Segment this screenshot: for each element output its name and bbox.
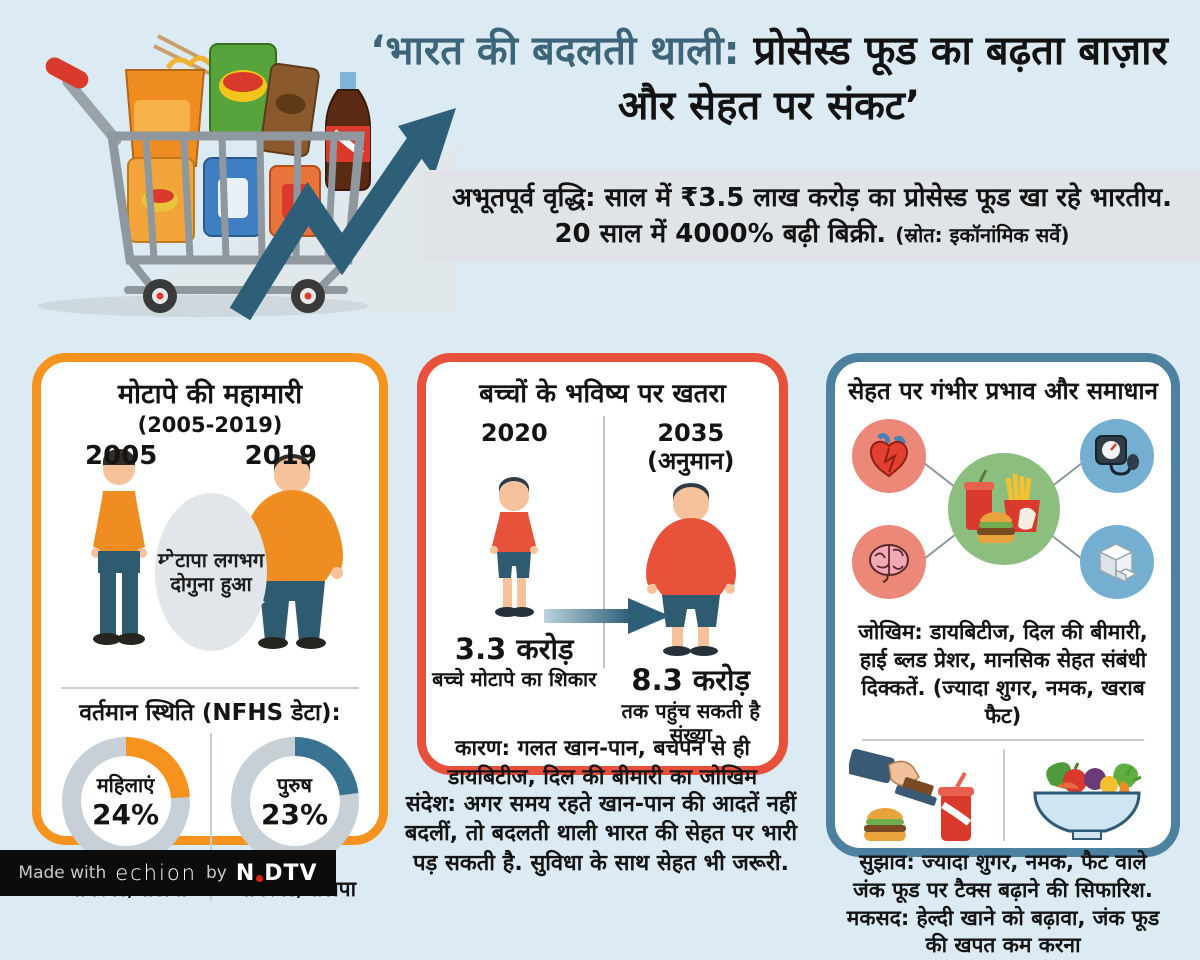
cause-bold: कारण:	[455, 736, 511, 761]
obesity-figures: मोटापा लगभग दोगुना हुआ 2005 2019	[41, 441, 379, 679]
thin-man-figure	[91, 449, 147, 645]
cart-handle	[62, 76, 122, 146]
panel-health-effects: सेहत पर गंभीर प्रभाव और समाधान	[826, 353, 1180, 957]
risk-note: (ज्यादा शुगर, नमक, खराब फैट)	[925, 675, 1145, 728]
infographic-page: { "colors": { "background": "#dcebf3", "…	[0, 24, 1200, 958]
children-panel-title: बच्चों के भविष्य पर खतरा	[479, 379, 726, 409]
page-title: ‘भारत की बदलती थाली: प्रोसेस्ड फूड का बढ…	[345, 24, 1193, 134]
stat-2035: 8.3 करोड़ तक पहुंच सकती है संख्या	[603, 663, 780, 748]
heart-icon	[852, 419, 926, 493]
stat-2020-value: 3.3 करोड़	[454, 631, 574, 666]
obesity-divider	[61, 687, 359, 689]
footer-credit-bar: Made with echion by N DTV	[0, 850, 336, 896]
nfhs-status-rest: (NFHS डेटा):	[193, 700, 341, 726]
risk-rest: डायबिटीज, दिल की बीमारी, हाई ब्लड प्रेशर…	[859, 620, 1148, 700]
donut-divider	[210, 733, 212, 901]
obese-boy-figure	[645, 483, 736, 657]
suggestion-text: सुझाव: ज्यादा शुगर, नमक, फैट वाले जंक फू…	[835, 849, 1171, 960]
page-title-highlight: ‘भारत की बदलती थाली:	[370, 28, 754, 74]
year-2035-value: 2035	[657, 419, 725, 447]
remedy-divider	[1003, 748, 1005, 841]
cause-rest: गलत खान-पान, बचपन से ही डायबिटीज, दिल की…	[447, 736, 758, 791]
obesity-panel-title: मोटापे की महामारी	[117, 379, 303, 410]
children-2020-column: 2020 3.3 करोड़ बच्चे मोटापे का शिकार	[426, 410, 603, 691]
ndtv-logo: N DTV	[235, 860, 318, 886]
women-percentage: 24%	[91, 798, 160, 831]
message-bold: संदेश:	[405, 792, 457, 817]
page-title-rest: प्रोसेस्ड फूड का बढ़ता बाज़ार और सेहत पर…	[617, 28, 1168, 130]
men-donut-center: पुरुष 23%	[249, 756, 340, 846]
ndtv-red-dot	[256, 874, 264, 882]
obesity-panel-years: (2005-2019)	[137, 413, 283, 437]
goal-rest: हेल्दी खाने को बढ़ावा, जंक फूड की खपत कम…	[909, 905, 1160, 958]
nfhs-status-title: वर्तमान स्थिति (NFHS डेटा):	[41, 695, 379, 727]
year-2005-label: 2005	[85, 441, 158, 471]
junk-food-tax-stamp-icon	[849, 748, 974, 841]
by-text: by	[206, 863, 227, 883]
children-comparison: 2020 3.3 करोड़ बच्चे मोटापे का शिकार	[426, 410, 779, 747]
health-risk-diagram	[838, 413, 1168, 609]
stat-2020: 3.3 करोड़ बच्चे मोटापे का शिकार	[426, 631, 603, 692]
risk-bold: जोखिम:	[858, 620, 923, 644]
stat-2035-value: 8.3 करोड़	[631, 663, 751, 698]
brain-icon	[852, 525, 926, 599]
suggest-bold: सुझाव:	[859, 849, 915, 874]
women-donut-center: महिलाएं 24%	[80, 756, 171, 846]
year-2035-note: (अनुमान)	[647, 446, 735, 475]
subtitle-band: अभूतपूर्व वृद्धि: साल में ₹3.5 लाख करोड़…	[424, 170, 1200, 262]
men-label: पुरुष	[277, 773, 312, 797]
echion-logo: echion	[115, 861, 197, 885]
remedy-icons-row	[835, 745, 1171, 849]
obesity-speech-bubble: मोटापा लगभग दोगुना हुआ	[155, 493, 267, 651]
healthy-bowl-icon	[1033, 761, 1142, 840]
stat-2020-caption: बच्चे मोटापे का शिकार	[432, 667, 597, 692]
cart-shadow	[38, 295, 368, 317]
goal-bold: मकसद:	[846, 905, 910, 930]
risk-text: जोखिम: डायबिटीज, दिल की बीमारी, हाई ब्लड…	[835, 619, 1171, 731]
growth-arrow-icon	[544, 598, 670, 634]
subtitle-main: अभूतपूर्व वृद्धि: साल में ₹3.5 लाख करोड़…	[451, 182, 1173, 249]
year-2020-label: 2020	[480, 419, 548, 447]
cause-text: कारण: गलत खान-पान, बचपन से ही डायबिटीज, …	[426, 734, 779, 792]
men-percentage: 23%	[260, 798, 329, 831]
health-panel-title: सेहत पर गंभीर प्रभाव और समाधान	[848, 377, 1158, 405]
small-boy-figure	[490, 476, 539, 617]
panel-obesity-epidemic: मोटापे की महामारी (2005-2019)	[32, 353, 388, 901]
blood-pressure-icon	[1080, 419, 1154, 493]
diagram-connector-lines	[923, 462, 1083, 560]
children-divider	[602, 416, 605, 668]
cart-handle-grip	[45, 57, 89, 89]
health-divider	[861, 738, 1145, 741]
rising-trend-arrow	[229, 108, 456, 320]
fast-food-icon	[948, 453, 1060, 565]
stat-2035-caption: तक पहुंच सकती है संख्या	[621, 699, 760, 748]
shopping-cart-illustration	[38, 34, 458, 320]
donut-chart-row: महिलाएं 24% पुरुष 23%	[41, 733, 379, 901]
sugar-cubes-icon	[1080, 525, 1154, 599]
subtitle-text: अभूतपूर्व वृद्धि: साल में ₹3.5 लाख करोड़…	[440, 180, 1185, 253]
message-rest: अगर समय रहते खान-पान की आदतें नहीं बदलीं…	[404, 792, 798, 876]
children-2035-column: 2035 (अनुमान) 8.3 करोड़ तक पहुंच सकती है…	[603, 410, 780, 747]
year-2035-label: 2035 (अनुमान)	[603, 419, 780, 475]
message-text: संदेश: अगर समय रहते खान-पान की आदतें नही…	[396, 790, 806, 878]
made-with-text: Made with	[18, 863, 107, 883]
panel-children-risk: बच्चों के भविष्य पर खतरा 2020 3.3 करोड़ …	[417, 353, 788, 790]
nfhs-status-bold: वर्तमान स्थिति	[79, 700, 194, 726]
women-donut-chart: महिलाएं 24%	[61, 737, 190, 865]
subtitle-source: (स्रोत: इकॉनांमिक सर्वे)	[895, 223, 1070, 247]
women-label: महिलाएं	[96, 773, 155, 797]
year-2019-label: 2019	[244, 441, 317, 471]
instant-noodles-cup	[124, 34, 224, 167]
cart-wheels	[143, 279, 325, 313]
men-donut-chart: पुरुष 23%	[230, 737, 359, 865]
